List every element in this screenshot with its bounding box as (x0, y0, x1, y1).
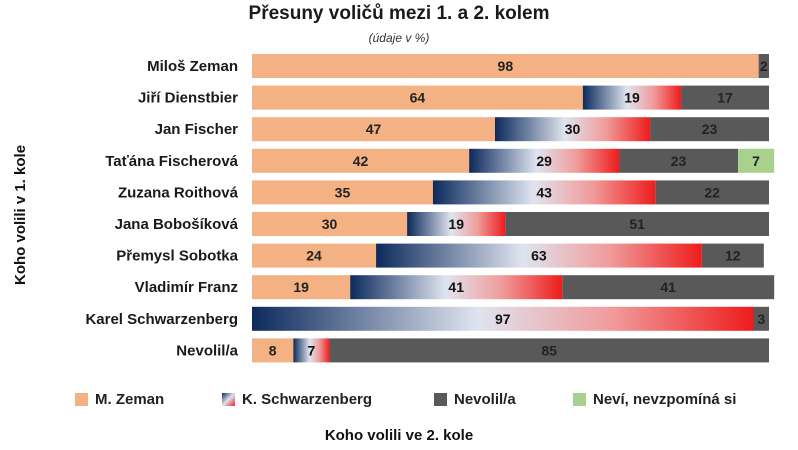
data-label: 51 (629, 216, 645, 232)
bar-segment (619, 148, 738, 173)
data-label: 42 (353, 153, 369, 169)
category-label: Vladimír Franz (135, 279, 238, 296)
category-label: Taťána Fischerová (105, 153, 238, 170)
category-label: Jana Bobošíková (115, 216, 239, 233)
data-label: 24 (306, 248, 322, 264)
category-label: Zuzana Roithová (118, 184, 239, 201)
bar-segment (252, 54, 759, 78)
bar-segment (252, 117, 495, 142)
data-label: 22 (704, 184, 720, 200)
data-label: 8 (269, 342, 277, 358)
legend-swatch-zeman (75, 393, 88, 406)
data-label: 23 (671, 153, 687, 169)
legend-label-nevolil: Nevolil/a (454, 391, 516, 408)
bar-segment (758, 54, 769, 78)
data-label: 7 (752, 153, 760, 169)
category-label: Karel Schwarzenberg (85, 311, 238, 328)
bar-segment (655, 180, 769, 205)
category-label: Nevolil/a (176, 342, 238, 359)
category-label: Přemysl Sobotka (116, 248, 238, 265)
bar-segment (494, 117, 651, 142)
legend-item-nevolil: Nevolil/a (434, 391, 516, 408)
legend-swatch-nevolil (434, 393, 447, 406)
data-label: 23 (702, 121, 718, 137)
bar-segment (329, 338, 769, 363)
bar-segment (252, 243, 377, 268)
data-label: 19 (293, 279, 309, 295)
data-label: 19 (448, 216, 464, 232)
data-label: 2 (760, 58, 768, 74)
legend-item-zeman: M. Zeman (75, 391, 164, 408)
bar-segment (252, 306, 754, 331)
data-label: 97 (495, 311, 511, 327)
bar-segment (252, 85, 583, 110)
bar-segment (407, 212, 506, 236)
data-label: 7 (308, 342, 316, 358)
bar-segment (681, 85, 769, 110)
data-label: 12 (725, 248, 741, 264)
bar-segment (701, 243, 764, 268)
data-label: 30 (322, 216, 338, 232)
data-label: 41 (448, 279, 464, 295)
data-label: 35 (335, 184, 351, 200)
data-label: 63 (531, 248, 547, 264)
legend-label-zeman: M. Zeman (95, 391, 165, 408)
bar-segment (432, 180, 656, 205)
legend-swatch-nevi (573, 393, 586, 406)
category-label: Miloš Zeman (147, 58, 238, 75)
data-label: 29 (536, 153, 552, 169)
bar-segment (650, 117, 769, 142)
chart-subtitle: (údaje v %) (368, 31, 430, 45)
bar-segment (252, 275, 351, 300)
bar-segment (469, 148, 620, 173)
data-label: 19 (624, 90, 640, 106)
legend-item-schwarzenberg: K. Schwarzenberg (222, 391, 372, 408)
legend-swatch-schwarzenberg (222, 393, 235, 406)
data-label: 85 (541, 342, 557, 358)
bar-segment (753, 306, 769, 331)
bar-segment (252, 338, 294, 363)
data-label: 41 (660, 279, 676, 295)
bar-segment (582, 85, 682, 110)
bar-segment (350, 275, 563, 300)
bar-segment (252, 212, 408, 236)
bar-segment (293, 338, 330, 363)
data-label: 30 (565, 121, 581, 137)
bar-segment (252, 148, 470, 173)
bar-segment (252, 180, 433, 205)
bar-segment (505, 212, 769, 236)
bar-segment (737, 148, 775, 173)
legend-label-schwarzenberg: K. Schwarzenberg (242, 391, 373, 408)
bar-segment (562, 275, 775, 300)
x-axis-label: Koho volili ve 2. kole (324, 427, 474, 444)
data-label: 43 (536, 184, 552, 200)
bar-segment (376, 243, 702, 268)
chart-title: Přesuny voličů mezi 1. a 2. kolem (248, 3, 550, 24)
data-label: 64 (410, 90, 426, 106)
category-label: Jiří Dienstbier (138, 90, 238, 107)
category-label: Jan Fischer (155, 121, 239, 138)
data-label: 3 (757, 311, 765, 327)
data-label: 47 (366, 121, 382, 137)
legend-label-nevi: Neví, nevzpomíná si (593, 391, 737, 408)
data-label: 17 (717, 90, 733, 106)
legend-item-nevi: Neví, nevzpomíná si (573, 391, 736, 408)
data-label: 98 (498, 58, 514, 74)
